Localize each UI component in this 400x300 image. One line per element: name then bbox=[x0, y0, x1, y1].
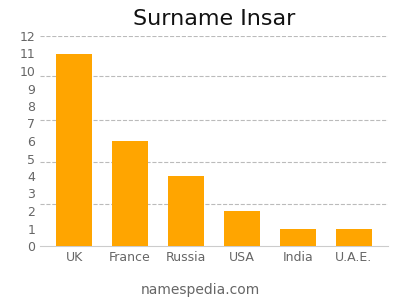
Bar bbox=[56, 53, 92, 246]
Bar bbox=[336, 229, 372, 246]
Bar bbox=[280, 229, 316, 246]
Title: Surname Insar: Surname Insar bbox=[133, 9, 295, 29]
Bar bbox=[168, 176, 204, 246]
Bar bbox=[224, 211, 260, 246]
Text: namespedia.com: namespedia.com bbox=[140, 283, 260, 297]
Bar bbox=[112, 141, 148, 246]
